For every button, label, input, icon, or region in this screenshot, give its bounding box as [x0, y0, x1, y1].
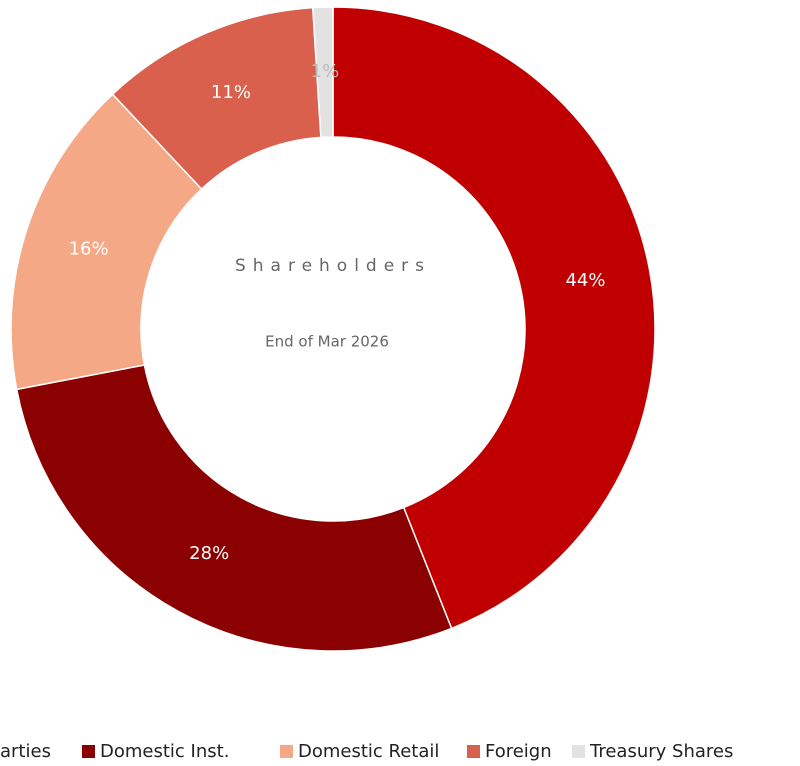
donut-segment [332, 6, 656, 630]
data-label: 16% [69, 239, 109, 260]
legend-swatch [572, 745, 585, 758]
center-title: Shareholders [235, 256, 431, 276]
legend-swatch [280, 745, 293, 758]
legend-swatch [467, 745, 480, 758]
donut-segment [311, 6, 334, 139]
legend-label: arties [0, 741, 51, 762]
legend-label: Foreign [485, 741, 552, 762]
data-label: 44% [565, 270, 605, 291]
center-subtitle: End of Mar 2026 [265, 333, 389, 351]
donut-segment [10, 93, 203, 391]
donut-segment [15, 364, 453, 652]
data-label: 28% [189, 543, 229, 564]
data-label: 1% [311, 61, 340, 82]
legend-label: Domestic Inst. [100, 741, 229, 762]
legend-label: Treasury Shares [589, 741, 733, 762]
data-label: 11% [211, 82, 251, 103]
legend-label: Domestic Retail [298, 741, 439, 762]
legend-swatch [82, 745, 95, 758]
